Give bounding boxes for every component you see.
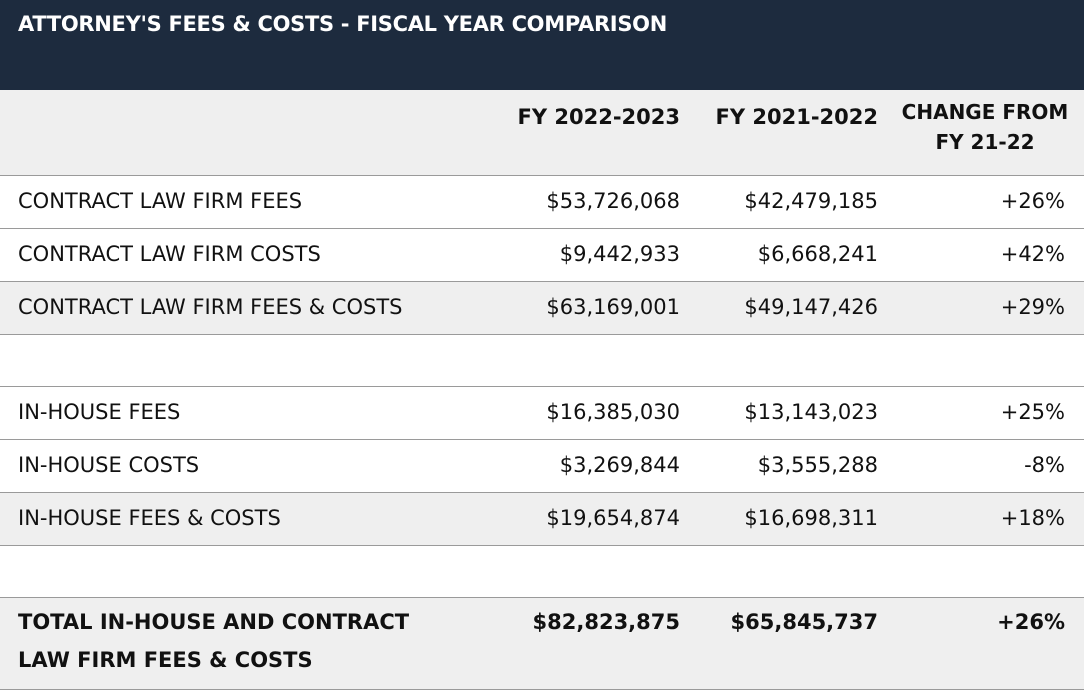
column-header: FY 2021-2022 — [715, 105, 878, 129]
table-row: CONTRACT LAW FIRM COSTS $9,442,933 $6,668,… — [0, 229, 1084, 282]
cell-value: $42,479,185 — [744, 189, 878, 213]
cell-value: $6,668,241 — [757, 242, 878, 266]
cell-value: +26% — [1000, 189, 1065, 213]
row-label: IN-HOUSE FEES — [18, 400, 181, 424]
row-label: TOTAL IN-HOUSE AND CONTRACT LAW FIRM FEE… — [18, 610, 410, 672]
header-row: FY 2022-2023 FY 2021-2022 CHANGE FROM FY 2… — [0, 90, 1084, 176]
spacer-row — [0, 546, 1084, 598]
cell-value: $49,147,426 — [744, 295, 878, 319]
cell-value: +42% — [1000, 242, 1065, 266]
cell-value: $3,269,844 — [559, 453, 680, 477]
spacer-row — [0, 335, 1084, 387]
table-row: IN-HOUSE COSTS $3,269,844 $3,555,288 -8% — [0, 440, 1084, 493]
row-label: IN-HOUSE FEES & COSTS — [18, 506, 281, 530]
cell-value: +18% — [1000, 506, 1065, 530]
table-row: IN-HOUSE FEES $16,385,030 $13,143,023 +25% — [0, 387, 1084, 440]
cell-value: $53,726,068 — [546, 189, 680, 213]
cell-value: $65,845,737 — [730, 610, 878, 634]
row-label: CONTRACT LAW FIRM FEES — [18, 189, 303, 213]
table-row: CONTRACT LAW FIRM FEES $53,726,068 $42,479… — [0, 176, 1084, 229]
table-row: IN-HOUSE FEES & COSTS $19,654,874 $16,698,… — [0, 493, 1084, 546]
row-label: CONTRACT LAW FIRM COSTS — [18, 242, 321, 266]
column-header: FY 2022-2023 — [517, 105, 680, 129]
title-bar: ATTORNEY'S FEES & COSTS - FISCAL YEAR CO… — [0, 0, 1084, 90]
title: ATTORNEY'S FEES & COSTS - FISCAL YEAR CO… — [18, 12, 667, 36]
cell-value: -8% — [1024, 453, 1065, 477]
row-label: IN-HOUSE COSTS — [18, 453, 200, 477]
cell-value: $9,442,933 — [559, 242, 680, 266]
cell-value: $13,143,023 — [744, 400, 878, 424]
row-label: CONTRACT LAW FIRM FEES & COSTS — [18, 295, 403, 319]
cell-value: +26% — [997, 610, 1065, 634]
cell-value: +29% — [1000, 295, 1065, 319]
cell-value: $19,654,874 — [546, 506, 680, 530]
cell-value: +25% — [1000, 400, 1065, 424]
cell-value: $16,698,311 — [744, 506, 878, 530]
column-header: CHANGE FROM FY 21-22 — [901, 100, 1069, 154]
table-row: CONTRACT LAW FIRM FEES & COSTS $63,169,00… — [0, 282, 1084, 335]
cell-value: $82,823,875 — [532, 610, 680, 634]
cell-value: $16,385,030 — [546, 400, 680, 424]
cell-value: $3,555,288 — [757, 453, 878, 477]
cell-value: $63,169,001 — [546, 295, 680, 319]
total-row: TOTAL IN-HOUSE AND CONTRACT LAW FIRM FEE… — [0, 598, 1084, 690]
